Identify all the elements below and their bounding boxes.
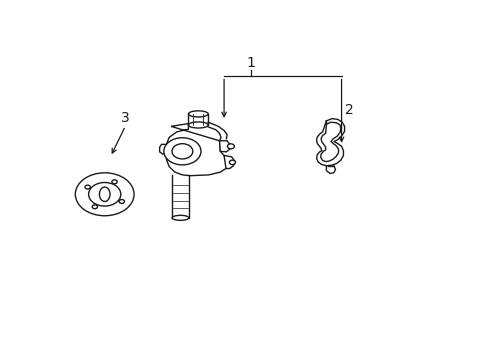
- Polygon shape: [166, 123, 226, 176]
- Text: 3: 3: [121, 111, 130, 125]
- Polygon shape: [224, 156, 234, 168]
- Ellipse shape: [227, 144, 234, 149]
- Ellipse shape: [188, 122, 208, 128]
- Ellipse shape: [172, 144, 192, 159]
- Polygon shape: [159, 144, 166, 154]
- Ellipse shape: [163, 138, 201, 165]
- Polygon shape: [219, 141, 229, 152]
- Text: 2: 2: [344, 103, 353, 117]
- Ellipse shape: [229, 160, 235, 165]
- Ellipse shape: [188, 111, 208, 117]
- Text: 1: 1: [245, 55, 255, 69]
- Ellipse shape: [172, 215, 188, 220]
